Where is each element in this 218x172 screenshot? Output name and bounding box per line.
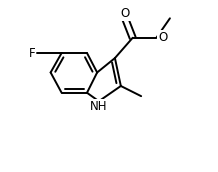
Text: O: O — [121, 7, 130, 20]
Text: NH: NH — [90, 100, 108, 112]
Text: O: O — [158, 31, 167, 44]
Text: F: F — [29, 46, 35, 60]
